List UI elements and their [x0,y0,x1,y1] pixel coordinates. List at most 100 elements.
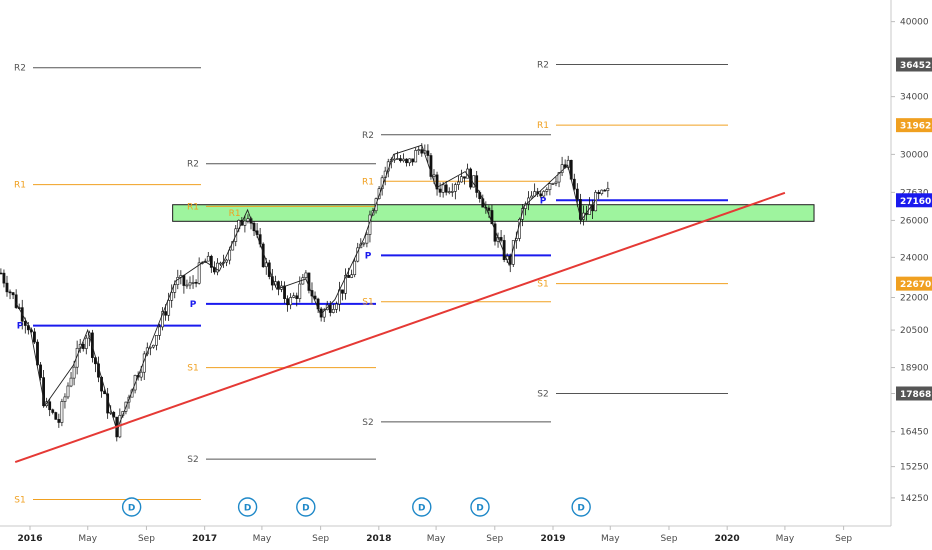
x-tick-label: May [78,534,97,544]
y-tick-label: 34000 [900,93,929,103]
pivot-label-s1-2018: S1 [362,298,373,308]
pivot-label-r2-2019: R2 [537,61,549,71]
candle [106,387,110,419]
candle [460,169,463,183]
candle [292,292,296,299]
dividend-marker-label: D [577,504,584,514]
candle [530,191,533,199]
pivot-label-s1-2017: S1 [187,364,198,374]
candle [0,268,3,275]
candle [51,408,55,415]
candle [597,189,601,200]
candle [554,177,558,187]
candle [289,293,293,310]
candle [490,204,494,225]
candle [84,334,88,355]
dividend-marker[interactable] [237,497,258,517]
candle [60,398,64,427]
pivot-label-s2-2018: S2 [362,418,373,428]
candle [365,232,369,248]
candle [277,280,280,296]
svg-text:27160: 27160 [900,197,931,207]
candle [185,279,189,289]
candle [216,258,219,276]
candle [344,268,347,300]
candle [81,341,85,352]
candle [557,171,561,188]
dividend-marker-label: D [244,504,251,514]
candle [475,170,479,198]
dividend-marker[interactable] [470,497,490,517]
candle [298,276,302,303]
candle [441,181,445,198]
dividend-marker[interactable] [412,497,432,517]
candle [54,411,58,420]
candle [405,158,408,167]
candle [453,182,457,200]
dividend-marker[interactable] [296,497,316,517]
ascending-trendline[interactable] [14,191,786,464]
candle [402,153,405,163]
candle [411,158,415,166]
candle [197,257,201,285]
candle [353,258,357,278]
candle [414,147,418,163]
candle [286,295,289,312]
price-badge: 31962 [896,118,932,133]
candle [472,175,476,188]
zigzag-swing-line [14,144,597,432]
candle [11,291,15,299]
support-zone-label: R1 [229,209,241,219]
pivot-label-s2-2017: S2 [187,455,198,465]
price-badge: 27160 [896,193,932,208]
candle [426,144,430,164]
dividend-marker-label: D [418,504,425,514]
x-tick-label: May [601,534,620,544]
y-tick-label: 22000 [900,294,929,304]
candle [151,344,155,349]
candle [63,393,67,409]
candle [438,182,442,198]
time-axis[interactable]: 2016 May Sep 2017 May Sep 2018 May Sep 2019 May Sep… [17,526,852,544]
y-tick-label: 20500 [900,326,929,336]
candle [307,272,311,294]
dividend-marker[interactable] [571,497,591,517]
candle [334,301,338,313]
candle [606,181,610,198]
candle [209,254,213,273]
price-badge: 36452 [896,57,932,72]
pivot-label-r2-2017: R2 [187,160,199,170]
trendline-layer [14,191,786,464]
candle [69,371,73,388]
candle [225,258,228,267]
candle [158,323,161,340]
candle [350,269,354,279]
pivot-label-r1-2019: R1 [537,121,549,131]
candle [206,251,210,262]
candle [280,280,283,293]
candle [572,173,576,191]
price-badge: 22670 [896,276,932,291]
pivot-label-r2-2016: R2 [14,64,26,74]
x-tick-label: Sep [312,534,329,544]
y-tick-label: 14250 [900,494,929,504]
candle [295,292,299,307]
dividend-marker[interactable] [121,497,142,517]
candle [304,270,308,280]
candle [341,289,344,301]
candle [142,351,146,380]
pivot-label-p-2018: P [365,251,372,261]
x-tick-label: Sep [486,534,503,544]
price-axis[interactable]: 14250 15250 16450 17868 18900 20500 22000 24000… [891,18,932,504]
candle [5,275,9,297]
svg-text:22670: 22670 [900,280,931,290]
svg-text:31962: 31962 [900,122,931,132]
x-tick-label: Sep [835,534,852,544]
candle [408,158,411,167]
y-tick-label: 18900 [900,364,929,374]
pivot-label-r1-2018: R1 [362,177,374,187]
pivot-label-p-2019: P [540,196,547,206]
svg-text:36452: 36452 [900,61,931,71]
y-tick-label: 24000 [900,253,929,263]
